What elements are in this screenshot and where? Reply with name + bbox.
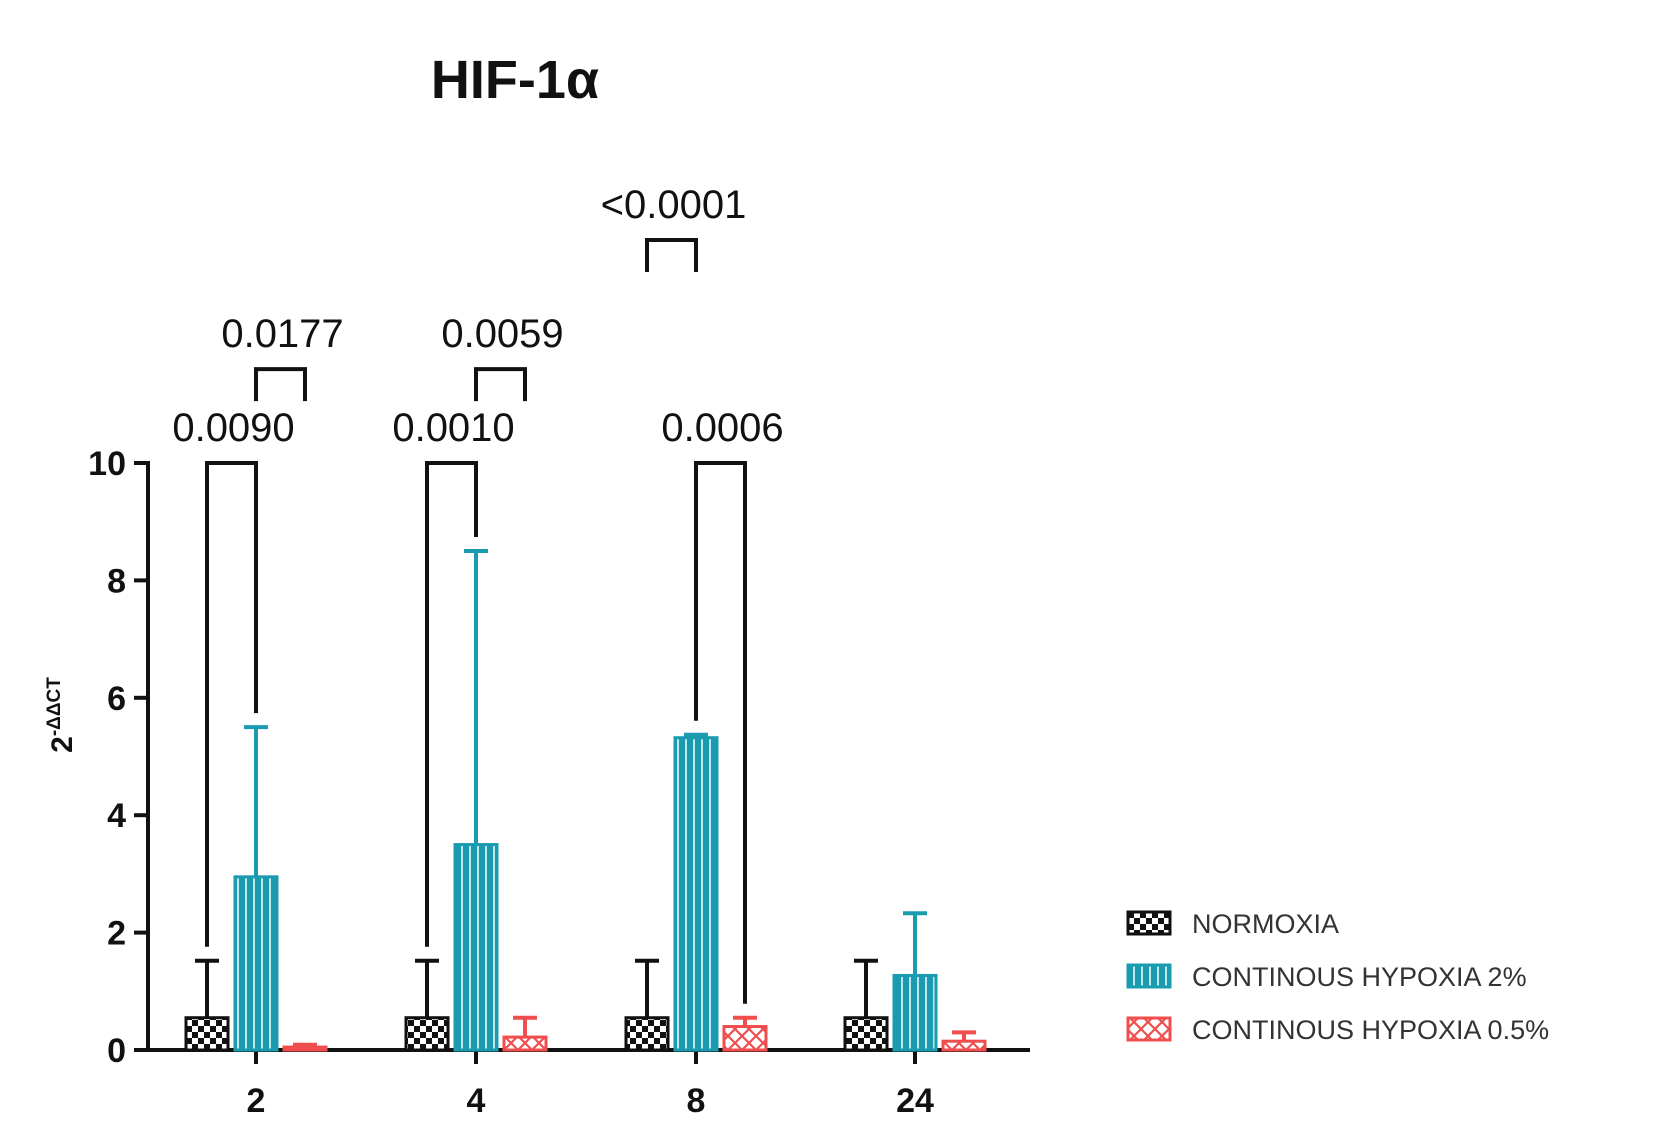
significance-bracket: [474, 367, 527, 402]
legend-label: CONTINOUS HYPOXIA 2%: [1192, 962, 1527, 992]
y-tick-label: 10: [88, 445, 126, 483]
p-value-label: <0.0001: [601, 183, 747, 227]
x-tick-label: 4: [467, 1082, 486, 1120]
x-tick-label: 2: [247, 1082, 266, 1120]
significance-bracket: [645, 237, 698, 272]
bar: [404, 1016, 450, 1052]
x-tick-label: 24: [896, 1082, 934, 1120]
significance-bracket: [205, 461, 258, 947]
bar: [941, 1039, 987, 1052]
bar: [282, 1045, 328, 1052]
bar: [892, 973, 938, 1052]
legend-label: NORMOXIA: [1192, 909, 1339, 939]
legend-swatch: [1126, 910, 1172, 936]
y-tick-label: 8: [107, 562, 126, 600]
bar: [624, 1016, 670, 1052]
significance-bracket: [254, 367, 307, 402]
y-axis-label-base: 2: [46, 736, 79, 753]
bar: [453, 843, 499, 1052]
bar: [184, 1016, 230, 1052]
y-tick-label: 4: [107, 797, 126, 835]
y-tick-label: 0: [107, 1032, 126, 1070]
bar: [502, 1035, 548, 1052]
error-bars: [195, 549, 976, 1048]
legend-label: CONTINOUS HYPOXIA 0.5%: [1192, 1015, 1549, 1045]
bar: [722, 1025, 768, 1052]
p-value-label: 0.0010: [392, 406, 514, 450]
significance-bracket: [425, 461, 478, 947]
chart-title: HIF-1α: [431, 50, 599, 110]
legend: NORMOXIA CONTINOUS HYPOXIA 2% CONTINOUS HY…: [1126, 909, 1549, 1045]
y-tick-label: 6: [107, 680, 126, 718]
bar: [843, 1016, 889, 1052]
legend-swatch: [1126, 963, 1172, 989]
p-value-label: 0.0059: [441, 312, 563, 356]
p-value-label: 0.0177: [221, 312, 343, 356]
x-tick-label: 8: [687, 1082, 706, 1120]
bar: [233, 875, 279, 1052]
p-value-label: 0.0090: [172, 406, 294, 450]
svg-text:2-ΔΔCT: 2-ΔΔCT: [44, 677, 79, 753]
significance-bracket: [694, 461, 747, 1004]
bar: [673, 736, 719, 1052]
y-tick-label: 2: [107, 915, 126, 953]
y-axis-label: 2-ΔΔCT: [44, 677, 79, 753]
p-value-label: 0.0006: [661, 406, 783, 450]
bars: [184, 736, 987, 1052]
significance-brackets: 0.0090 0.0177 0.0010 0.0059 <0.0001 0.0006: [172, 183, 784, 1004]
legend-swatch: [1126, 1016, 1172, 1042]
y-axis-label-exponent: -ΔΔCT: [44, 677, 65, 736]
